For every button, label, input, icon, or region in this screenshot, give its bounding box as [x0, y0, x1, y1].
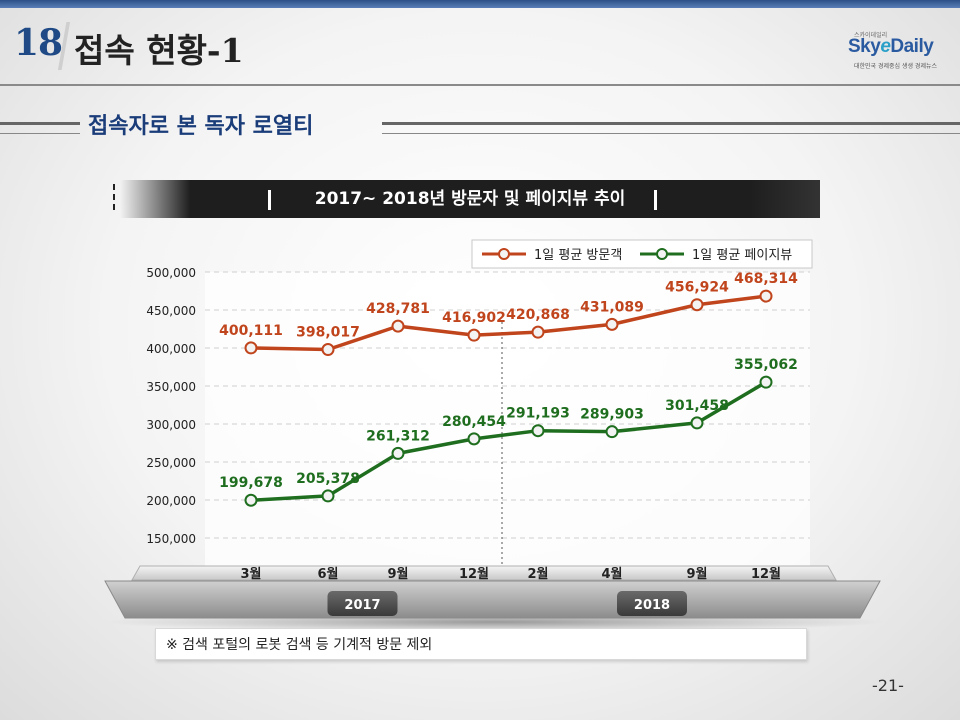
x-tick-label: 6월 — [317, 566, 338, 582]
y-tick-label: 200,000 — [146, 494, 196, 508]
x-tick-label: 4월 — [601, 566, 622, 582]
slide-title: 접속 현황-1 — [74, 31, 244, 70]
category-strip — [131, 565, 837, 581]
x-tick-label: 2월 — [527, 566, 548, 582]
logo-brand: SkyeDaily — [848, 36, 934, 58]
x-tick-label: 12월 — [459, 566, 489, 582]
data-label: 355,062 — [734, 357, 798, 373]
footnote-text: ※ 검색 포털의 로봇 검색 등 기계적 방문 제외 — [166, 637, 433, 653]
data-label: 199,678 — [219, 475, 283, 491]
data-point — [690, 298, 704, 312]
page-number: -21- — [872, 676, 904, 695]
legend-marker — [498, 248, 510, 260]
x-tick-label: 9월 — [387, 566, 408, 582]
data-label: 280,454 — [442, 414, 506, 430]
legend-label: 1일 평균 방문객 — [534, 248, 622, 263]
y-tick-label: 500,000 — [146, 266, 196, 280]
data-label: 301,458 — [665, 398, 729, 414]
legend-label: 1일 평균 페이지뷰 — [692, 248, 792, 263]
section-rule-right — [382, 122, 960, 134]
data-point — [531, 424, 545, 438]
header-tick-right — [654, 190, 657, 210]
data-label: 428,781 — [366, 301, 430, 317]
legend: 1일 평균 방문객 1일 평균 페이지뷰 — [471, 239, 813, 269]
data-point — [321, 489, 335, 503]
year-group-label: 2018 — [634, 598, 670, 613]
y-tick-label: 150,000 — [146, 532, 196, 546]
chart-title: 2017~ 2018년 방문자 및 페이지뷰 추이 — [314, 189, 626, 209]
year-group-label: 2017 — [344, 598, 380, 613]
x-tick-label: 9월 — [686, 566, 707, 582]
data-label: 291,193 — [506, 406, 570, 422]
data-point — [391, 446, 405, 460]
title-underline — [0, 84, 960, 86]
top-accent-bar — [0, 0, 960, 8]
logo-tagline: 대한민국 경제중심 생생 경제뉴스 — [854, 63, 938, 70]
year-group-pill — [617, 591, 687, 616]
data-point — [321, 343, 335, 357]
chart-header-bar: 2017~ 2018년 방문자 및 페이지뷰 추이 — [120, 180, 820, 218]
series-line-1 — [250, 294, 767, 352]
footnote-box: ※ 검색 포털의 로봇 검색 등 기계적 방문 제외 — [155, 628, 807, 660]
x-tick-label: 12월 — [751, 566, 781, 582]
section-title: 접속자로 본 독자 로열티 — [88, 114, 314, 139]
logo-brand-mark: e — [880, 36, 891, 57]
y-tick-label: 400,000 — [146, 342, 196, 356]
logo-brand-sky: Sky — [848, 36, 881, 57]
data-point — [605, 317, 619, 331]
header-left-bracket — [113, 184, 115, 214]
data-label: 261,312 — [366, 428, 430, 444]
y-tick-label: 300,000 — [146, 418, 196, 432]
data-point — [605, 425, 619, 439]
data-point — [244, 341, 258, 355]
year-group-pill — [327, 591, 398, 616]
skydaily-logo: 스카이데일리 SkyeDaily 대한민국 경제중심 생생 경제뉴스 — [848, 30, 948, 70]
data-label: 400,111 — [219, 323, 283, 339]
y-tick-label: 250,000 — [146, 456, 196, 470]
data-point — [244, 493, 258, 507]
data-label: 431,089 — [580, 299, 644, 315]
slide-number: 18 — [14, 22, 63, 64]
data-label: 456,924 — [665, 280, 729, 296]
y-tick-label: 450,000 — [146, 304, 196, 318]
data-point — [467, 328, 481, 342]
data-label: 289,903 — [580, 407, 644, 423]
data-label: 205,378 — [296, 471, 360, 487]
data-point — [531, 325, 545, 339]
header-tick-left — [268, 190, 271, 210]
title-separator — [58, 22, 70, 70]
x-tick-label: 3월 — [240, 566, 261, 582]
data-point — [690, 416, 704, 430]
logo-small-text: 스카이데일리 — [854, 32, 888, 39]
legend-marker — [656, 248, 668, 260]
data-point — [759, 289, 773, 303]
data-point — [391, 319, 405, 333]
data-point — [467, 432, 481, 446]
base-platform — [104, 580, 881, 619]
data-label: 416,902 — [442, 310, 506, 326]
data-point — [759, 375, 773, 389]
y-tick-label: 350,000 — [146, 380, 196, 394]
data-label: 468,314 — [734, 271, 798, 287]
section-rule-left — [0, 122, 80, 134]
logo-brand-daily: Daily — [890, 36, 934, 57]
data-label: 420,868 — [506, 307, 570, 323]
data-label: 398,017 — [296, 325, 360, 341]
series-line-2 — [250, 380, 767, 502]
